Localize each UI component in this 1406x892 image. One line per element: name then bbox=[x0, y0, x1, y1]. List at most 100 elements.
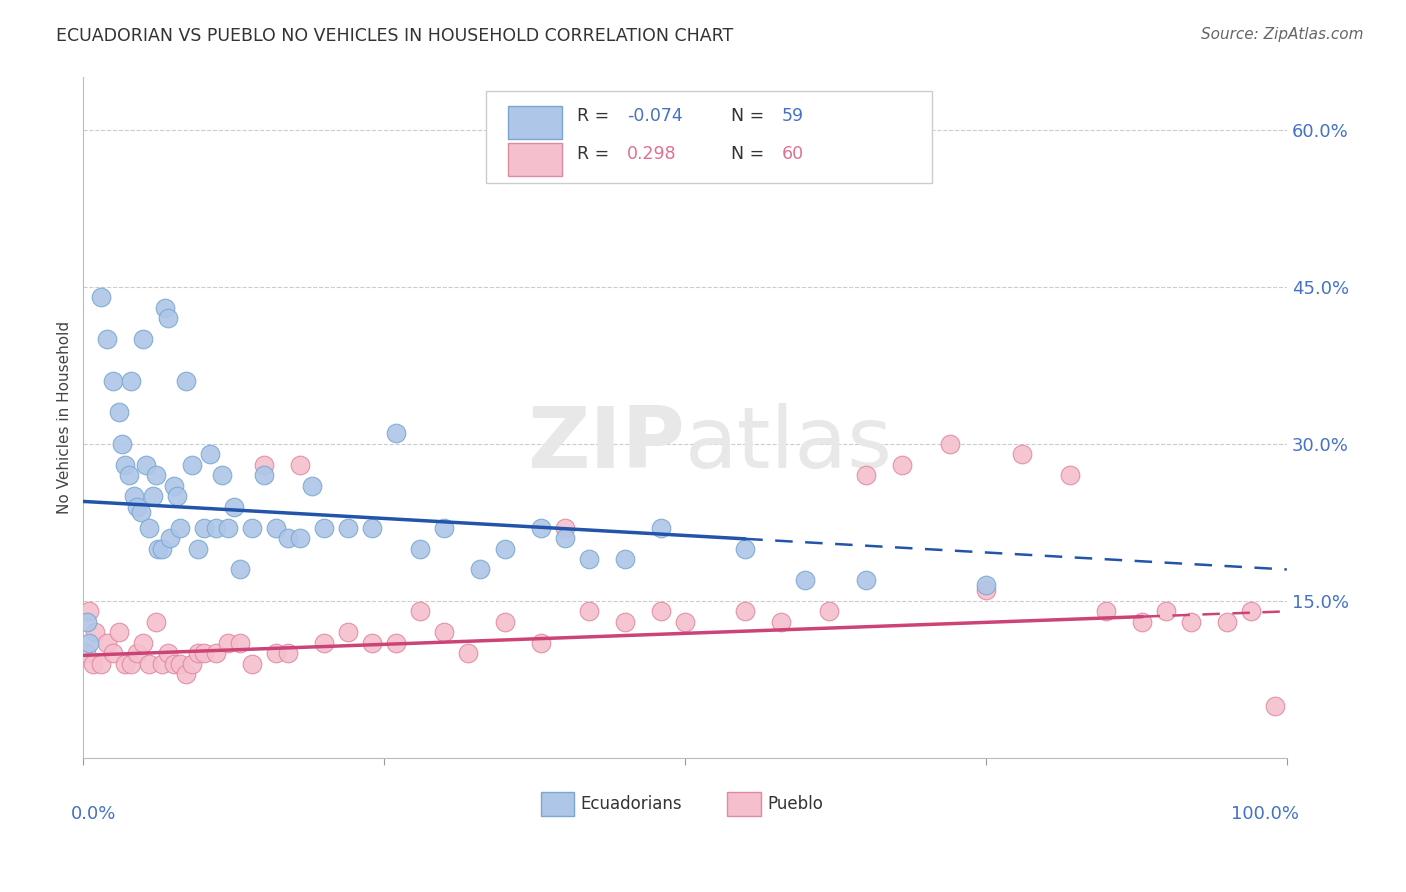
Point bbox=[204, 646, 226, 660]
Point bbox=[457, 646, 479, 660]
Point bbox=[180, 458, 202, 472]
Point bbox=[818, 604, 841, 618]
Text: Pueblo: Pueblo bbox=[766, 795, 823, 813]
Point bbox=[75, 646, 97, 660]
Point bbox=[277, 646, 299, 660]
Point bbox=[150, 541, 173, 556]
FancyBboxPatch shape bbox=[727, 792, 761, 816]
Point bbox=[132, 636, 155, 650]
Point bbox=[96, 636, 118, 650]
Point bbox=[120, 374, 142, 388]
Point bbox=[974, 578, 997, 592]
Point bbox=[288, 458, 311, 472]
Text: N =: N = bbox=[731, 145, 769, 162]
Point bbox=[135, 458, 157, 472]
Point bbox=[169, 520, 191, 534]
FancyBboxPatch shape bbox=[508, 144, 562, 176]
Point bbox=[734, 604, 756, 618]
Point bbox=[229, 636, 252, 650]
Point bbox=[79, 636, 101, 650]
Point bbox=[1095, 604, 1118, 618]
Point bbox=[433, 625, 456, 640]
Text: 59: 59 bbox=[782, 107, 803, 125]
Point bbox=[222, 500, 245, 514]
Point bbox=[494, 615, 516, 629]
Point bbox=[770, 615, 793, 629]
Text: 60: 60 bbox=[782, 145, 803, 162]
Text: N =: N = bbox=[731, 107, 769, 125]
Point bbox=[127, 500, 149, 514]
Point bbox=[166, 489, 188, 503]
Point bbox=[385, 636, 408, 650]
Point bbox=[337, 520, 360, 534]
Point bbox=[193, 520, 215, 534]
Point bbox=[277, 531, 299, 545]
Point bbox=[1011, 447, 1033, 461]
Point bbox=[193, 646, 215, 660]
Point bbox=[111, 437, 134, 451]
Point bbox=[264, 646, 287, 660]
Point bbox=[146, 541, 169, 556]
Point bbox=[470, 562, 492, 576]
Point bbox=[162, 657, 184, 671]
Point bbox=[613, 552, 636, 566]
Point bbox=[409, 604, 432, 618]
Point bbox=[1180, 615, 1202, 629]
Point bbox=[1215, 615, 1237, 629]
Point bbox=[129, 505, 152, 519]
Point bbox=[217, 636, 239, 650]
Point bbox=[153, 301, 176, 315]
Point bbox=[494, 541, 516, 556]
Point bbox=[145, 468, 167, 483]
Point bbox=[530, 636, 553, 650]
Point bbox=[118, 468, 141, 483]
Text: -0.074: -0.074 bbox=[627, 107, 683, 125]
Text: 0.0%: 0.0% bbox=[72, 805, 117, 823]
Point bbox=[90, 657, 112, 671]
Point bbox=[253, 458, 276, 472]
Point bbox=[650, 604, 672, 618]
Point bbox=[301, 479, 323, 493]
FancyBboxPatch shape bbox=[541, 792, 574, 816]
Point bbox=[114, 657, 136, 671]
Point bbox=[240, 657, 263, 671]
Y-axis label: No Vehicles in Household: No Vehicles in Household bbox=[58, 321, 72, 515]
Point bbox=[108, 625, 131, 640]
Point bbox=[204, 520, 226, 534]
Point bbox=[1059, 468, 1081, 483]
Point bbox=[1240, 604, 1263, 618]
Text: 100.0%: 100.0% bbox=[1230, 805, 1299, 823]
FancyBboxPatch shape bbox=[508, 106, 562, 138]
Point bbox=[855, 468, 877, 483]
Point bbox=[156, 646, 179, 660]
Point bbox=[198, 447, 221, 461]
Point bbox=[855, 573, 877, 587]
Point bbox=[187, 646, 209, 660]
Point bbox=[76, 615, 98, 629]
Point bbox=[180, 657, 202, 671]
Point bbox=[174, 374, 197, 388]
Point bbox=[82, 657, 104, 671]
Point bbox=[162, 479, 184, 493]
Point bbox=[240, 520, 263, 534]
Point bbox=[974, 583, 997, 598]
Point bbox=[613, 615, 636, 629]
Point bbox=[650, 520, 672, 534]
Point bbox=[145, 615, 167, 629]
Text: atlas: atlas bbox=[685, 403, 893, 486]
Point bbox=[734, 541, 756, 556]
Point bbox=[127, 646, 149, 660]
Point bbox=[142, 489, 165, 503]
Point bbox=[312, 520, 335, 534]
Point bbox=[312, 636, 335, 650]
Point bbox=[361, 520, 384, 534]
Point bbox=[1264, 698, 1286, 713]
Point bbox=[138, 520, 160, 534]
Point bbox=[169, 657, 191, 671]
Text: Source: ZipAtlas.com: Source: ZipAtlas.com bbox=[1201, 27, 1364, 42]
Point bbox=[673, 615, 696, 629]
Point bbox=[530, 520, 553, 534]
Text: Ecuadorians: Ecuadorians bbox=[581, 795, 682, 813]
Point bbox=[90, 290, 112, 304]
Text: R =: R = bbox=[576, 107, 614, 125]
